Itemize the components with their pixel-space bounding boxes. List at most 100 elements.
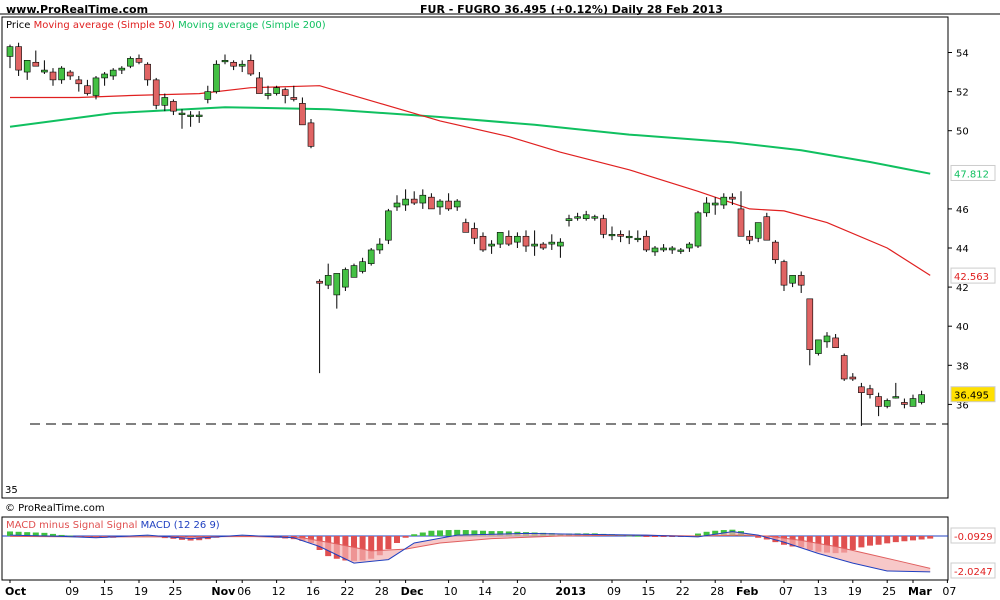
candle-body (281, 89, 289, 96)
candle-body (376, 243, 384, 251)
y-tick-label: 38 (956, 361, 969, 372)
candle-body (453, 200, 461, 208)
macd-hist-bar (394, 536, 400, 543)
candle-body (428, 196, 435, 210)
candle-body (754, 222, 762, 239)
ma50-last-label: 42.563 (954, 272, 989, 283)
macd-hist-bar (892, 536, 899, 543)
macd-hist-bar (376, 536, 383, 556)
candle-body (307, 122, 315, 147)
macd-hist-bar (626, 535, 633, 537)
macd-hist-bar (660, 536, 667, 537)
candle-body (144, 63, 151, 81)
candle-body (152, 79, 160, 106)
site-label[interactable]: www.ProRealTime.com (6, 3, 149, 16)
x-tick-label: 25 (168, 585, 182, 598)
x-tick-label: 20 (512, 585, 526, 598)
macd-hist-bar (858, 536, 865, 548)
macd-hist-bar (712, 530, 719, 536)
candle-body (213, 63, 220, 92)
ma50-last-label-box (950, 267, 996, 284)
candle-body (187, 114, 194, 117)
candle-body (342, 269, 349, 288)
macd-hist-bar (824, 536, 830, 553)
x-tick-label: 14 (478, 585, 492, 598)
x-tick-label: 16 (306, 585, 320, 598)
macd-line (9, 531, 931, 573)
candle-body (634, 237, 642, 241)
candle-body (789, 275, 796, 284)
candle-body (273, 87, 280, 94)
candle-body (75, 79, 83, 85)
candle-body (178, 112, 186, 115)
price-last-label: 36.495 (954, 391, 989, 402)
candle-body (643, 235, 650, 251)
ma200-last-label: 47.812 (954, 169, 989, 180)
candle-body (462, 222, 470, 233)
y-tick-label: 50 (956, 127, 969, 138)
candle-body (488, 243, 495, 247)
candle-body (720, 196, 728, 206)
candle-body (118, 67, 126, 71)
macd-hist-bar (875, 536, 882, 545)
candle-body (574, 216, 581, 219)
macd-hist-bar (634, 535, 641, 537)
macd-hist-bar (41, 532, 48, 536)
candle-body (402, 198, 409, 206)
x-tick-label: Mar (908, 585, 932, 598)
candle-body (359, 261, 366, 272)
candle-body (58, 67, 65, 81)
candle-body (238, 63, 246, 67)
candle-body (548, 241, 556, 245)
y-tick-label: 46 (956, 205, 969, 216)
macd-hist-bar (15, 531, 22, 536)
candle-body (677, 249, 685, 252)
x-tick-label: 28 (375, 585, 389, 598)
x-tick-label: Dec (401, 585, 424, 598)
macd-zero-label: -0.0929 (954, 532, 993, 543)
macd-hist-bar (652, 536, 658, 537)
macd-frame (1, 516, 949, 581)
candle-body (350, 265, 358, 278)
candle-body (41, 69, 48, 73)
candle-body (15, 46, 22, 71)
candle-body (600, 218, 607, 235)
candle-body (135, 58, 143, 63)
candle-body (32, 61, 40, 67)
candle-body (763, 216, 771, 241)
candle-body (324, 275, 332, 286)
macd-hist-bar (480, 530, 486, 536)
macd-hist-bar (58, 534, 65, 536)
macd-hist-bar (368, 536, 375, 559)
candle-body (565, 218, 573, 221)
x-tick-label: Nov (211, 585, 236, 598)
macd-hist-bar (703, 531, 710, 536)
macd-legend-signal: Signal (106, 520, 138, 531)
candle-body (204, 91, 212, 100)
x-tick-label: 19 (134, 585, 148, 598)
x-tick-label: 07 (942, 585, 956, 598)
macd-hist-bar (385, 536, 392, 550)
x-tick-label: 13 (813, 585, 827, 598)
ma200-last-label-box (950, 164, 996, 181)
candle-body (6, 46, 14, 57)
x-tick-label: 15 (641, 585, 655, 598)
x-tick-label: 09 (607, 585, 621, 598)
candle-body (66, 71, 74, 77)
candle-body (264, 93, 272, 96)
candle-body (703, 202, 710, 214)
candle-body (230, 61, 237, 67)
candle-body (410, 198, 418, 204)
candle-body (101, 73, 108, 79)
candle-body (849, 376, 857, 380)
legend-ma50: Moving average (Simple 50) (33, 20, 175, 31)
x-tick-label: 07 (779, 585, 793, 598)
ma50-line (10, 85, 931, 276)
candle-body (170, 101, 177, 112)
candle-body (393, 202, 401, 208)
candle-body (436, 200, 444, 208)
macd-hist-bar (402, 536, 409, 538)
candle-body (772, 241, 779, 261)
candle-body (746, 235, 753, 241)
